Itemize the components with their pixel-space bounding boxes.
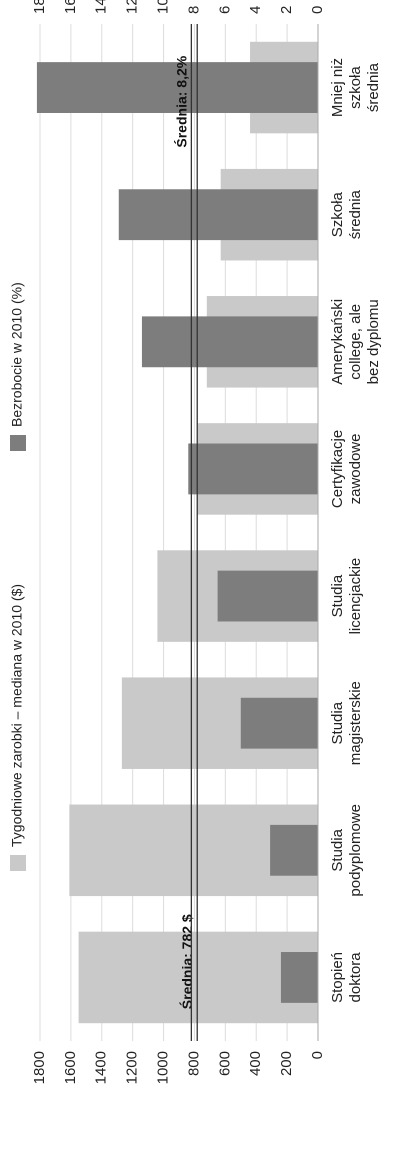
category-label-line: Studia [329, 701, 346, 744]
earnings-tick-label: 1200 [124, 1051, 141, 1084]
unemployment-bar [141, 316, 318, 368]
earnings-bar [78, 931, 318, 1024]
category-label-line: szkoła [347, 66, 364, 109]
unemployment-tick-label: 12 [124, 0, 141, 14]
bars [36, 41, 319, 1024]
earnings-tick-label: 1000 [155, 1051, 172, 1084]
unemployment-tick-label: 0 [309, 6, 326, 14]
unemployment-tick-label: 18 [31, 0, 48, 14]
earnings-axis-ticks: 0 200 400 600 800 1000 1200 1400 1600 1800 [31, 1051, 326, 1084]
earnings-tick-label: 0 [309, 1051, 326, 1059]
earnings-tick-label: 1600 [62, 1051, 79, 1084]
category-label-line: Studia [329, 828, 346, 871]
category-labels: StopieńdoktoraStudiapodyplomoweStudiamag… [329, 58, 382, 1003]
unemployment-tick-label: 4 [247, 6, 264, 14]
category-label-line: podyplomowe [347, 804, 364, 897]
category-label-line: średnia [365, 62, 382, 112]
unemployment-bar [270, 824, 318, 876]
unemployment-tick-label: 8 [185, 6, 202, 14]
unemployment-tick-label: 2 [278, 6, 295, 14]
category-label-line: Studia [329, 574, 346, 617]
unemployment-axis-ticks: 0 2 4 6 8 10 12 14 16 18 [31, 0, 326, 14]
category-label: Szkołaśrednia [329, 189, 364, 239]
category-label-line: Szkoła [329, 192, 346, 238]
category-label-line: Mniej niż [329, 58, 346, 117]
earnings-tick-label: 1400 [93, 1051, 110, 1084]
unemployment-tick-label: 16 [62, 0, 79, 14]
category-label: Studiapodyplomowe [329, 804, 364, 897]
unemployment-bar [118, 189, 319, 241]
legend-swatch-unemployment [10, 435, 26, 451]
unemployment-tick-label: 14 [93, 0, 110, 14]
category-label: Mniej niższkołaśrednia [329, 58, 382, 117]
unemployment-tick-label: 10 [155, 0, 172, 14]
earnings-tick-label: 1800 [31, 1051, 48, 1084]
chart-rotated-group: 0 200 400 600 800 1000 1200 1400 1600 1800 0 2 4 6 8 10… [9, 0, 382, 1084]
unemployment-bar [36, 62, 319, 113]
category-label-line: licencjackie [347, 558, 364, 635]
category-label: Certyfikacjezawodowe [329, 430, 364, 508]
category-label: Studialicencjackie [329, 558, 364, 635]
legend-label-unemployment: Bezrobocie w 2010 (%) [9, 282, 25, 427]
earnings-tick-label: 400 [247, 1051, 264, 1076]
average-lines: Średnia: 782 $ Średnia: 8,2% [172, 24, 198, 1041]
earnings-tick-label: 200 [278, 1051, 295, 1076]
earnings-bar [69, 804, 318, 897]
legend: Tygodniowe zarobki – mediana w 2010 ($) B… [9, 282, 26, 871]
earnings-tick-label: 800 [185, 1051, 202, 1076]
category-label-line: college, ale [347, 304, 364, 380]
category-label: Studiamagisterskie [329, 681, 364, 765]
category-label-line: średnia [347, 189, 364, 239]
unemployment-tick-label: 6 [216, 6, 233, 14]
category-label-line: magisterskie [347, 681, 364, 765]
unemployment-bar [240, 697, 318, 749]
category-label: Amerykańskicollege, alebez dyplomu [329, 299, 382, 385]
unemployment-bar [188, 443, 318, 495]
category-label-line: zawodowe [347, 433, 364, 504]
earnings-tick-label: 600 [216, 1051, 233, 1076]
average-label: Średnia: 8,2% [172, 55, 189, 147]
average-label: Średnia: 782 $ [178, 914, 195, 1009]
legend-swatch-earnings [10, 855, 26, 871]
unemployment-bar [217, 570, 318, 622]
unemployment-bar [280, 952, 318, 1003]
legend-label-earnings: Tygodniowe zarobki – mediana w 2010 ($) [9, 584, 25, 847]
category-label-line: Amerykański [329, 299, 346, 385]
category-label-line: doktora [347, 952, 364, 1003]
category-label-line: Certyfikacje [329, 430, 346, 508]
category-label-line: bez dyplomu [365, 299, 382, 384]
category-label: Stopieńdoktora [329, 952, 364, 1003]
category-label-line: Stopień [329, 952, 346, 1003]
